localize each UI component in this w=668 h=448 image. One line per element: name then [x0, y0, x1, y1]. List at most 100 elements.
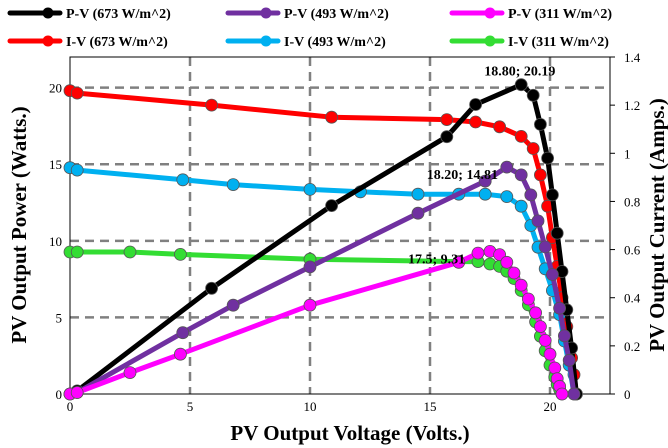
- data-point: [123, 245, 137, 259]
- data-point: [529, 306, 542, 320]
- data-point: [500, 190, 514, 204]
- peak-annotation: 18.20; 14.81: [427, 168, 498, 183]
- y2-tick-label: 0.2: [624, 339, 640, 354]
- legend-swatch-marker: [260, 7, 272, 19]
- data-point: [514, 129, 528, 143]
- data-point: [226, 178, 240, 192]
- y-tick-label: 10: [49, 234, 62, 249]
- series-line: [67, 165, 577, 397]
- x-tick-label: 10: [304, 399, 317, 414]
- data-point: [507, 266, 521, 280]
- data-point: [531, 214, 545, 228]
- plot-frame: [69, 56, 611, 395]
- data-point: [325, 110, 339, 124]
- data-point: [546, 268, 559, 281]
- data-point: [70, 245, 84, 259]
- data-point: [514, 78, 528, 92]
- data-point: [534, 118, 547, 131]
- legend-item: P-V (673 W/m^2): [7, 7, 171, 22]
- data-point: [534, 168, 547, 182]
- y2-tick-label: 0.6: [624, 243, 641, 258]
- data-point: [205, 281, 219, 295]
- series-line: [67, 248, 565, 397]
- data-point: [303, 182, 317, 196]
- data-point: [452, 255, 466, 269]
- data-point: [562, 353, 576, 367]
- data-point: [411, 187, 425, 201]
- data-point: [303, 298, 317, 312]
- y-tick-label: 0: [56, 387, 63, 402]
- data-point: [226, 298, 240, 312]
- y2-tick-label: 1.2: [624, 98, 640, 113]
- y2-tick-label: 0.8: [624, 194, 640, 209]
- series-line: [67, 82, 579, 397]
- series-line: [67, 88, 579, 397]
- legend-label: P-V (493 W/m^2): [284, 7, 389, 22]
- legend-label: P-V (311 W/m^2): [508, 7, 612, 22]
- data-point: [553, 301, 566, 315]
- legend-item: I-V (311 W/m^2): [449, 35, 609, 50]
- legend-swatch-marker: [42, 35, 54, 47]
- data-point: [500, 255, 514, 269]
- annotations: 18.80; 20.19 18.20; 14.81 17.5; 9.31: [408, 65, 555, 268]
- data-point: [558, 329, 571, 343]
- legend-swatch-marker: [260, 35, 272, 47]
- data-point: [493, 120, 507, 134]
- data-point: [123, 366, 137, 380]
- y2-tick-label: 0.4: [624, 291, 641, 306]
- series-1: [63, 84, 583, 401]
- data-point: [176, 326, 190, 340]
- data-point: [548, 361, 562, 375]
- data-point: [440, 113, 454, 126]
- x-tick-label: 20: [544, 399, 557, 414]
- legend: P-V (673 W/m^2) P-V (493 W/m^2) P-V (311 W…: [7, 7, 612, 50]
- y2-tick-label: 0: [624, 387, 631, 402]
- y2-tick-label: 1.4: [624, 50, 641, 65]
- data-point: [478, 187, 492, 201]
- legend-item: I-V (493 W/m^2): [225, 35, 386, 50]
- y-axis-title: PV Output Power (Watts.): [7, 106, 31, 343]
- series-4: [63, 244, 569, 401]
- data-point: [514, 168, 528, 182]
- data-point: [555, 387, 569, 401]
- data-point: [534, 320, 547, 334]
- legend-swatch-marker: [42, 7, 54, 19]
- series-line: [67, 164, 577, 397]
- tick-labels: 0 5 10 15 20 0 5 10 15 20 0 0.2 0.4 0.6 0.8 1 1.2 1.4: [49, 50, 641, 414]
- y-tick-label: 20: [49, 81, 62, 96]
- data-point: [546, 188, 559, 202]
- peak-annotation: 18.80; 20.19: [484, 65, 555, 80]
- y-tick-label: 15: [49, 157, 62, 172]
- data-point: [514, 199, 528, 213]
- data-point: [303, 260, 317, 274]
- data-point: [522, 292, 535, 306]
- legend-label: I-V (311 W/m^2): [508, 35, 609, 50]
- data-point: [550, 226, 564, 240]
- data-point: [538, 240, 552, 254]
- data-point: [524, 188, 538, 202]
- data-point: [478, 174, 492, 188]
- data-point: [526, 88, 540, 102]
- data-point: [440, 130, 454, 144]
- data-point: [173, 247, 187, 261]
- legend-swatch-marker: [484, 7, 496, 19]
- y-tick-label: 5: [56, 310, 63, 325]
- data-point: [526, 142, 540, 155]
- series-3: [63, 161, 581, 401]
- legend-label: I-V (673 W/m^2): [66, 35, 168, 50]
- x-tick-label: 5: [187, 399, 194, 414]
- data-point: [567, 387, 581, 401]
- data-point: [541, 151, 554, 165]
- x-tick-label: 15: [424, 399, 437, 414]
- data-point: [70, 386, 84, 399]
- legend-swatch-marker: [484, 35, 496, 47]
- x-axis-title: PV Output Voltage (Volts.): [230, 421, 469, 445]
- data-point: [471, 246, 485, 260]
- data-point: [176, 173, 190, 187]
- data-point: [514, 278, 528, 292]
- data-point: [469, 98, 483, 111]
- data-point: [411, 206, 425, 220]
- series-group: [63, 78, 583, 401]
- data-point: [325, 199, 339, 213]
